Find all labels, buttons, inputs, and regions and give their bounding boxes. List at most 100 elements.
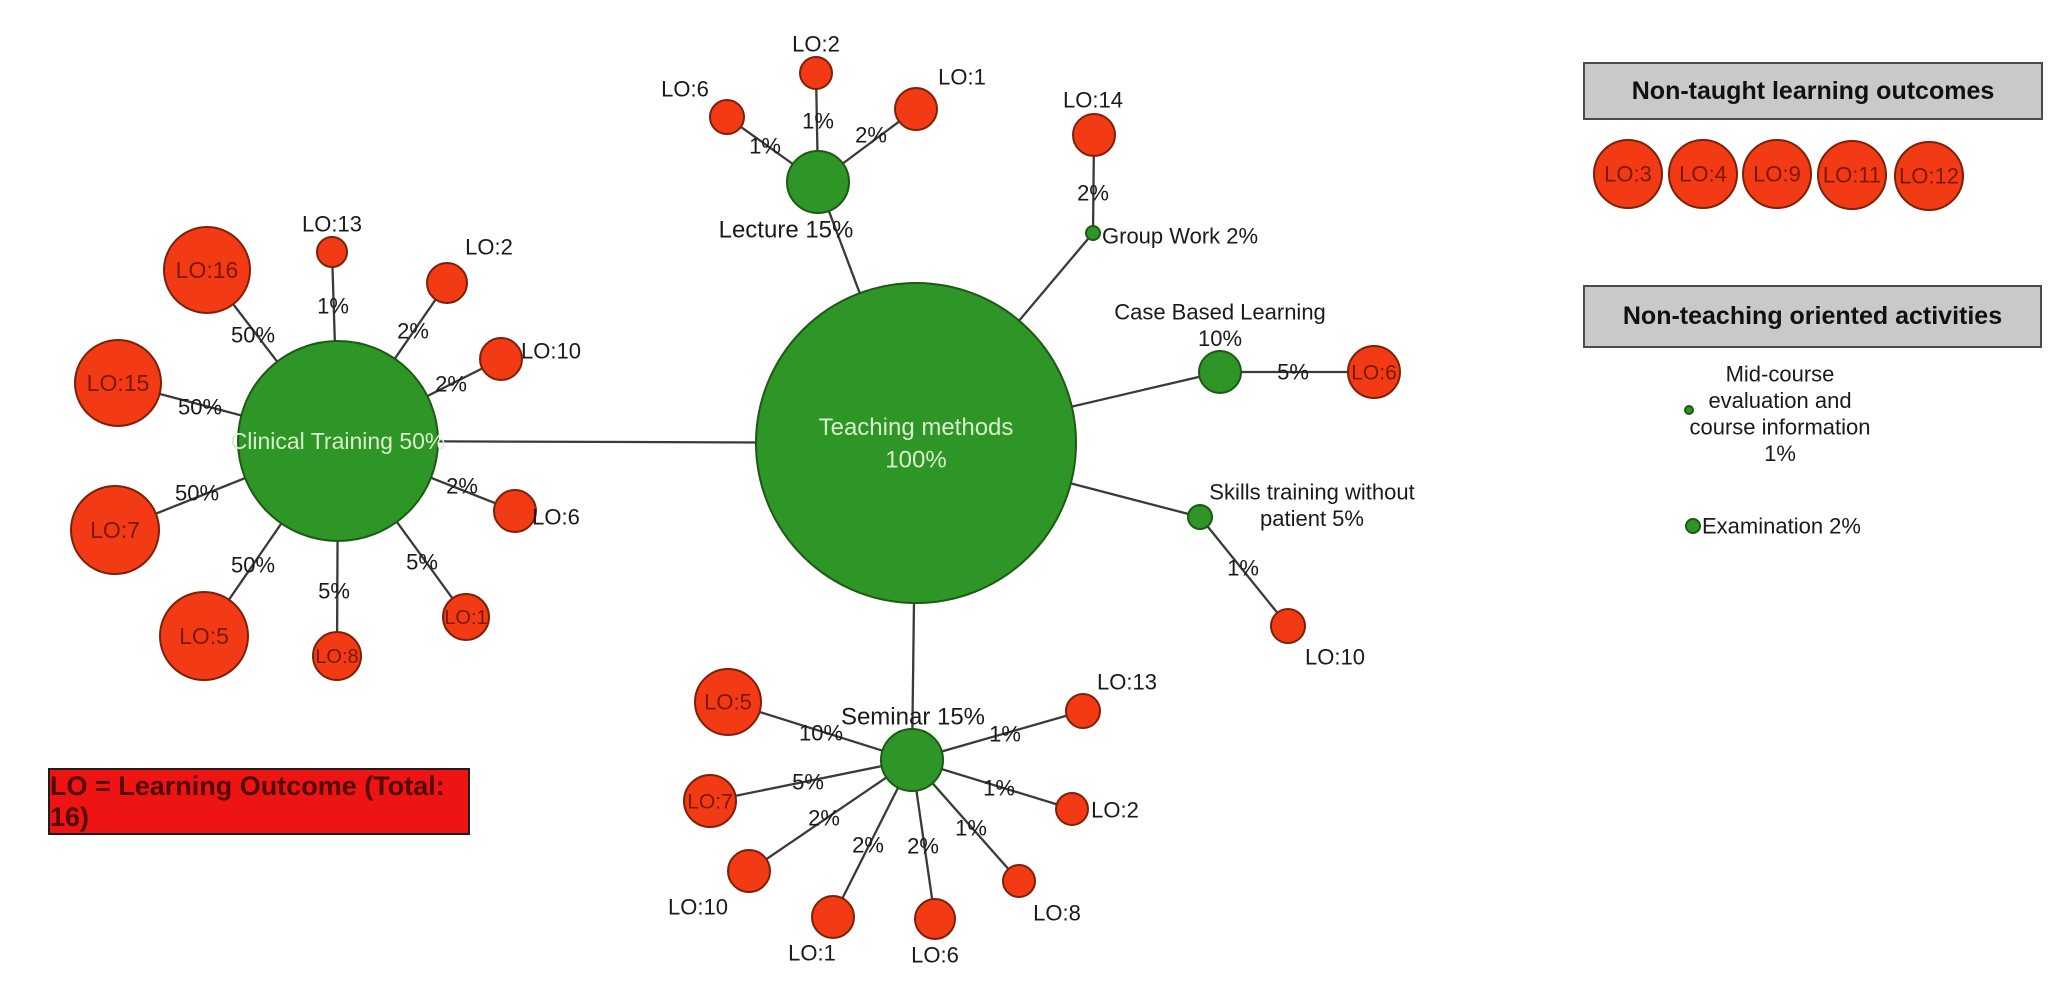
node-casebased-circle bbox=[1198, 350, 1242, 394]
node-l_lo1-label: LO:1 bbox=[938, 65, 986, 90]
node-casebased-label: 10% bbox=[1198, 326, 1242, 351]
node-g_lo14-circle bbox=[1072, 113, 1116, 157]
edge-label-lecture-l_lo2: 1% bbox=[802, 109, 834, 134]
node-groupwork-label: Group Work 2% bbox=[1102, 224, 1258, 249]
node-c_lo16-label: LO:16 bbox=[176, 257, 239, 283]
node-c_lo7-label: LO:7 bbox=[90, 517, 140, 543]
edge-label-clinical-c_lo5: 50% bbox=[231, 553, 275, 578]
node-c_lo15-circle bbox=[74, 339, 162, 427]
node-se_lo5-circle bbox=[694, 668, 762, 736]
node-nt_lo12-circle bbox=[1894, 141, 1964, 211]
node-c_lo5-circle bbox=[159, 591, 249, 681]
node-nt_lo11-label: LO:11 bbox=[1823, 163, 1881, 188]
edge-label-seminar-se_lo1: 2% bbox=[852, 833, 884, 858]
node-teaching-circle bbox=[755, 282, 1077, 604]
edge-label-clinical-c_lo15: 50% bbox=[178, 395, 222, 420]
node-l_lo2-circle bbox=[799, 56, 833, 90]
node-l_lo1-circle bbox=[894, 87, 938, 131]
edge-label-clinical-c_lo6: 2% bbox=[446, 474, 478, 499]
node-c_lo16-circle bbox=[163, 226, 251, 314]
node-c_lo1-circle bbox=[442, 593, 490, 641]
node-se_lo6-circle bbox=[914, 898, 956, 940]
non-teaching-legend-box: Non-teaching oriented activities bbox=[1583, 285, 2042, 348]
node-c_lo6-circle bbox=[493, 489, 537, 533]
node-se_lo1-label: LO:1 bbox=[788, 941, 836, 966]
node-skills-label: patient 5% bbox=[1260, 506, 1364, 531]
node-cb_lo6-label: LO:6 bbox=[1351, 361, 1397, 384]
node-dot_exam-circle bbox=[1685, 518, 1701, 534]
node-se_lo13-label: LO:13 bbox=[1097, 670, 1157, 695]
node-nt_lo9-circle bbox=[1742, 139, 1812, 209]
edge-label-lecture-l_lo1: 2% bbox=[855, 123, 887, 148]
edge-label-seminar-se_lo13: 1% bbox=[989, 722, 1021, 747]
node-nt_lo3-label: LO:3 bbox=[1604, 162, 1652, 187]
node-c_lo13-label: LO:13 bbox=[302, 212, 362, 237]
node-c_lo5-label: LO:5 bbox=[179, 623, 229, 649]
edge-label-clinical-c_lo1: 5% bbox=[406, 550, 438, 575]
edge-label-casebased-cb_lo6: 5% bbox=[1277, 360, 1309, 385]
mid-course-evaluation-label: 1% bbox=[1764, 441, 1796, 466]
node-se_lo7-circle bbox=[683, 774, 737, 828]
node-se_lo10-circle bbox=[727, 849, 771, 893]
node-se_lo13-circle bbox=[1065, 693, 1101, 729]
node-c_lo7-circle bbox=[70, 485, 160, 575]
node-se_lo8-label: LO:8 bbox=[1033, 901, 1081, 926]
mid-course-evaluation-label: evaluation and bbox=[1708, 388, 1851, 413]
edge-seminar-se_lo10 bbox=[748, 759, 913, 872]
node-c_lo2-label: LO:2 bbox=[465, 235, 513, 260]
node-se_lo2-circle bbox=[1055, 792, 1089, 826]
node-groupwork-circle bbox=[1085, 225, 1101, 241]
node-l_lo6-circle bbox=[709, 99, 745, 135]
node-se_lo7-label: LO:7 bbox=[687, 790, 733, 813]
node-c_lo8-circle bbox=[312, 631, 362, 681]
edge-label-seminar-se_lo7: 5% bbox=[792, 770, 824, 795]
node-teaching-label: 100% bbox=[885, 447, 946, 474]
node-lecture-circle bbox=[786, 150, 850, 214]
node-nt_lo4-circle bbox=[1668, 139, 1738, 209]
node-skills-label: Skills training without bbox=[1209, 480, 1414, 505]
edge-label-clinical-c_lo13: 1% bbox=[317, 294, 349, 319]
node-nt_lo4-label: LO:4 bbox=[1679, 162, 1727, 187]
node-nt_lo11-circle bbox=[1817, 140, 1887, 210]
edge-skills-s_lo10 bbox=[1199, 516, 1289, 627]
node-skills-circle bbox=[1187, 504, 1213, 530]
edge-label-groupwork-g_lo14: 2% bbox=[1077, 181, 1109, 206]
non-taught-legend-box: Non-taught learning outcomes bbox=[1583, 62, 2043, 120]
edge-label-seminar-se_lo2: 1% bbox=[983, 776, 1015, 801]
edge-label-skills-s_lo10: 1% bbox=[1227, 556, 1259, 581]
non-taught-legend-title: Non-taught learning outcomes bbox=[1631, 76, 1995, 105]
node-l_lo6-label: LO:6 bbox=[661, 77, 709, 102]
examination-label: Examination 2% bbox=[1702, 514, 1861, 539]
node-casebased-label: Case Based Learning bbox=[1114, 300, 1326, 325]
edge-label-seminar-se_lo6: 2% bbox=[907, 834, 939, 859]
node-nt_lo3-circle bbox=[1593, 139, 1663, 209]
edge-seminar-se_lo7 bbox=[709, 758, 913, 803]
node-teaching-label: Teaching methods bbox=[819, 414, 1014, 441]
edge-label-seminar-se_lo8: 1% bbox=[955, 816, 987, 841]
node-se_lo5-label: LO:5 bbox=[704, 690, 752, 715]
edge-label-seminar-se_lo10: 2% bbox=[808, 806, 840, 831]
lo-abbreviation-note-text: LO = Learning Outcome (Total: 16) bbox=[50, 770, 445, 832]
node-nt_lo9-label: LO:9 bbox=[1753, 162, 1801, 187]
node-c_lo6-label: LO:6 bbox=[532, 505, 580, 530]
edge-label-seminar-se_lo5: 10% bbox=[799, 721, 843, 746]
mid-course-evaluation-label: course information bbox=[1690, 415, 1871, 440]
node-s_lo10-label: LO:10 bbox=[1305, 645, 1365, 670]
node-se_lo8-circle bbox=[1002, 864, 1036, 898]
node-se_lo6-label: LO:6 bbox=[911, 943, 959, 968]
node-g_lo14-label: LO:14 bbox=[1063, 88, 1123, 113]
node-c_lo2-circle bbox=[426, 262, 468, 304]
node-nt_lo12-label: LO:12 bbox=[1899, 164, 1959, 189]
node-c_lo8-label: LO:8 bbox=[315, 646, 358, 668]
node-s_lo10-circle bbox=[1270, 608, 1306, 644]
edge-label-clinical-c_lo7: 50% bbox=[175, 481, 219, 506]
edge-label-clinical-c_lo2: 2% bbox=[397, 319, 429, 344]
node-clinical-label: Clinical Training 50% bbox=[231, 428, 446, 454]
edge-label-clinical-c_lo8: 5% bbox=[318, 579, 350, 604]
edge-label-lecture-l_lo6: 1% bbox=[749, 134, 781, 159]
node-cb_lo6-circle bbox=[1347, 345, 1401, 399]
node-dot_midcourse-circle bbox=[1684, 405, 1694, 415]
node-lecture-label: Lecture 15% bbox=[719, 216, 854, 243]
